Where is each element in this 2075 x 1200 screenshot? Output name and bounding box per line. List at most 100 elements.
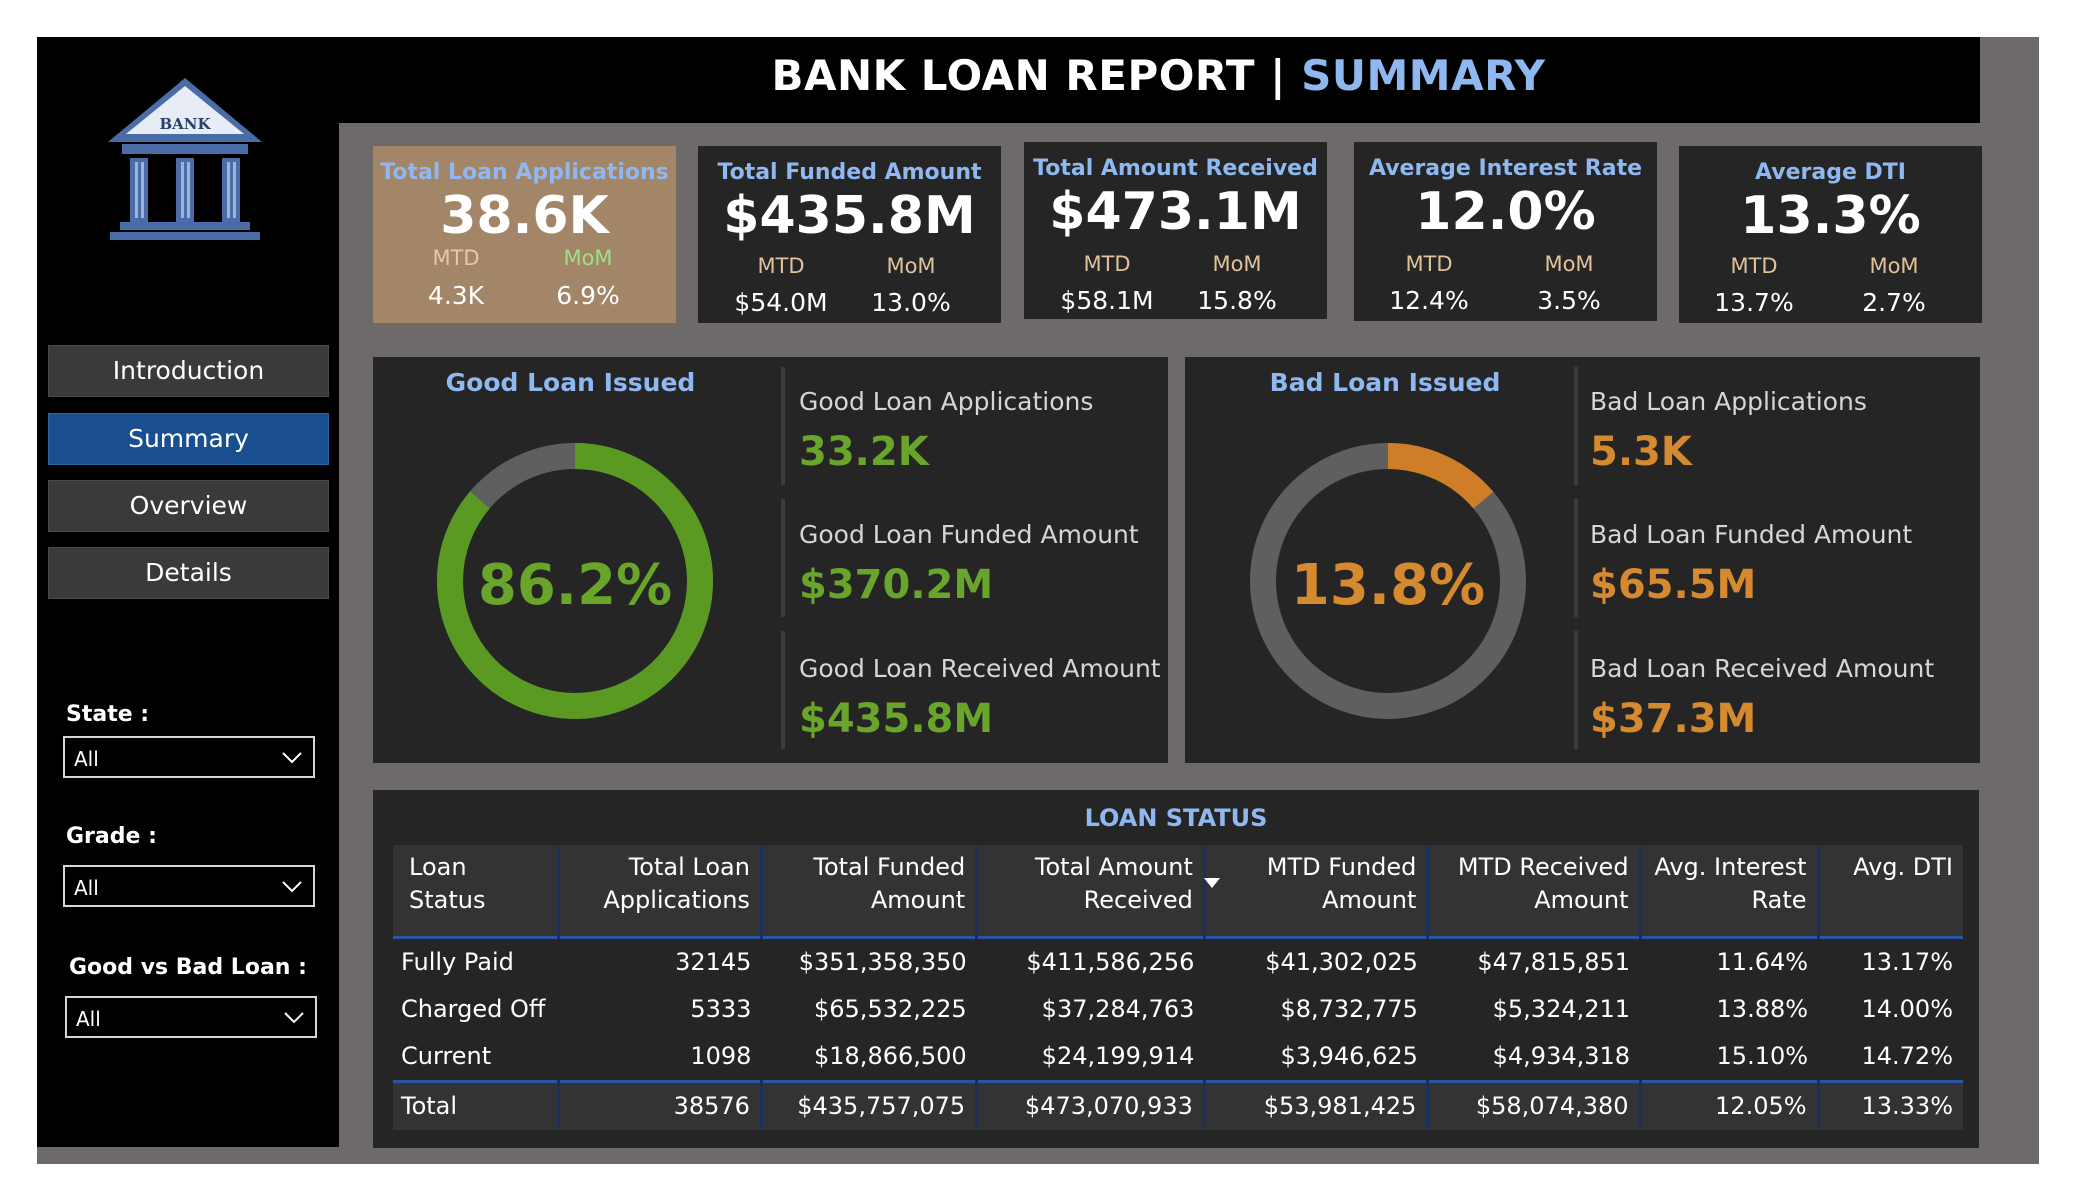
column-header-text: Amount	[1534, 886, 1629, 914]
cell-avg-dti: 13.17%	[1818, 935, 1963, 986]
kpi-total-amount-received: Total Amount Received $473.1M MTD MoM $5…	[1024, 142, 1327, 319]
good-loan-funded-label: Good Loan Funded Amount	[799, 520, 1139, 549]
good-loan-donut	[437, 443, 713, 719]
kpi-title: Total Loan Applications	[380, 160, 669, 185]
nav-introduction[interactable]: Introduction	[48, 345, 329, 397]
kpi-mtd-value: 12.4%	[1389, 286, 1469, 315]
grade-select[interactable]: All	[63, 865, 315, 907]
column-header-text: Loan Status	[409, 853, 486, 914]
cell-total-amount-received: $24,199,914	[1041, 1041, 1195, 1070]
cell-avg-interest-rate: 15.10%	[1716, 1041, 1809, 1070]
column-header-text: Total Loan	[628, 853, 750, 881]
good-loan-received-value: $435.8M	[799, 696, 994, 742]
column-header-text: Amount	[870, 886, 966, 914]
table-row[interactable]: Fully Paid 32145 $351,358,350 $411,586,256 $…	[393, 935, 1963, 986]
divider	[1574, 367, 1578, 485]
kpi-value: 38.6K	[440, 186, 609, 246]
column-header-text: Amount	[1322, 886, 1417, 914]
kpi-mtd-value: 13.7%	[1714, 288, 1794, 317]
cell-avg-dti: 14.72%	[1861, 1041, 1953, 1070]
good-loan-panel: Good Loan Issued 86.2% Good Loan Applica…	[373, 357, 1168, 763]
column-header-mtd-funded-amount[interactable]: MTD Funded Amount	[1204, 845, 1430, 937]
kpi-value: $435.8M	[723, 186, 976, 246]
kpi-mom-label: MoM	[563, 246, 613, 270]
column-header-mtd-received-amount[interactable]: MTD Received Amount	[1427, 845, 1642, 937]
cell-avg-interest-rate: 11.64%	[1640, 935, 1819, 986]
chevron-down-icon	[284, 1012, 304, 1024]
sort-descending-icon[interactable]	[1204, 878, 1220, 888]
kpi-title: Average DTI	[1755, 160, 1906, 185]
good-loan-donut-arc	[437, 443, 713, 719]
bad-loan-funded-label: Bad Loan Funded Amount	[1590, 520, 1913, 549]
column-header-text: Rate	[1751, 886, 1807, 914]
column-header-avg-dti[interactable]: Avg. DTI	[1818, 845, 1963, 937]
bad-loan-received-label: Bad Loan Received Amount	[1590, 654, 1935, 683]
total-total-loan-applications: 38576	[558, 1079, 763, 1130]
kpi-mom-label: MoM	[1869, 254, 1919, 278]
nav-details[interactable]: Details	[48, 547, 329, 599]
divider	[1574, 631, 1578, 749]
cell-avg-interest-rate: 13.88%	[1716, 994, 1809, 1023]
kpi-mtd-label: MTD	[1730, 254, 1778, 278]
bank-logo-text: BANK	[159, 115, 211, 133]
kpi-mtd-value: 4.3K	[427, 281, 485, 310]
column-header-text: Avg. Interest	[1654, 853, 1807, 881]
page-title-main: BANK LOAN REPORT |	[771, 51, 1302, 100]
kpi-title: Total Amount Received	[1033, 156, 1318, 181]
state-select-value: All	[74, 747, 99, 771]
table-row[interactable]: Current 1098 $18,866,500 $24,199,914 $3,946,…	[393, 1033, 1963, 1082]
cell-total-amount-received: $411,586,256	[976, 935, 1205, 986]
kpi-mom-label: MoM	[886, 254, 936, 278]
good-bad-select[interactable]: All	[65, 996, 317, 1038]
cell-mtd-received-amount: $47,815,851	[1427, 935, 1641, 986]
nav-summary[interactable]: Summary	[48, 413, 329, 465]
state-filter-label: State :	[66, 702, 150, 727]
table-row[interactable]: Charged Off 5333 $65,532,225 $37,284,763 $8,…	[393, 986, 1963, 1033]
table-total-row: Total 38576 $435,757,075 $473,070,933 $53,98…	[393, 1079, 1963, 1130]
total-mtd-received-amount: $58,074,380	[1427, 1079, 1642, 1130]
kpi-mtd-label: MTD	[1083, 252, 1131, 276]
cell-mtd-received-amount: $5,324,211	[1492, 994, 1631, 1023]
cell-loan-status: Fully Paid	[393, 935, 559, 986]
total-mtd-funded-amount: $53,981,425	[1204, 1079, 1430, 1130]
good-loan-received-label: Good Loan Received Amount	[799, 654, 1161, 683]
good-bad-select-value: All	[76, 1007, 101, 1031]
good-loan-applications-value: 33.2K	[799, 429, 929, 475]
loan-status-title: LOAN STATUS	[1084, 804, 1268, 832]
kpi-title: Average Interest Rate	[1368, 156, 1643, 181]
kpi-mtd-value: $58.1M	[1060, 286, 1154, 315]
good-loan-title: Good Loan Issued	[445, 368, 696, 397]
cell-total-loan-applications: 1098	[690, 1041, 752, 1070]
kpi-mtd-label: MTD	[432, 246, 480, 270]
column-header-loan-status[interactable]: Loan Status	[393, 845, 561, 937]
kpi-average-interest-rate: Average Interest Rate 12.0% MTD MoM 12.4…	[1354, 142, 1657, 321]
cell-total-funded-amount: $18,866,500	[814, 1041, 967, 1070]
nav-overview[interactable]: Overview	[48, 480, 329, 532]
bad-loan-donut-arc	[1250, 443, 1526, 719]
kpi-mom-value: 3.5%	[1537, 286, 1601, 315]
kpi-mom-value: 15.8%	[1197, 286, 1277, 315]
cell-mtd-received-amount: $4,934,318	[1492, 1041, 1631, 1070]
cell-total-loan-applications: 32145	[558, 935, 762, 986]
column-header-total-loan-applications[interactable]: Total Loan Applications	[558, 845, 763, 937]
total-total-amount-received: $473,070,933	[976, 1079, 1206, 1130]
bad-loan-received-value: $37.3M	[1590, 696, 1757, 742]
cell-loan-status: Charged Off	[401, 994, 546, 1023]
kpi-title: Total Funded Amount	[717, 160, 982, 185]
kpi-value: 12.0%	[1415, 182, 1596, 242]
column-header-total-amount-received[interactable]: Total Amount Received	[976, 845, 1206, 937]
grade-select-value: All	[74, 876, 99, 900]
table-header-row: Loan Status Total Loan Applications Total F…	[393, 845, 1963, 937]
total-loan-status: Total	[393, 1079, 561, 1130]
cell-loan-status: Current	[401, 1041, 492, 1070]
state-select[interactable]: All	[63, 736, 315, 778]
column-header-total-funded-amount[interactable]: Total Funded Amount	[761, 845, 979, 937]
divider	[781, 499, 785, 617]
kpi-average-dti: Average DTI 13.3% MTD MoM 13.7% 2.7%	[1679, 146, 1982, 323]
kpi-value: 13.3%	[1740, 186, 1921, 246]
bad-loan-percent: 13.8%	[1290, 553, 1486, 618]
column-header-avg-interest-rate[interactable]: Avg. Interest Rate	[1640, 845, 1820, 937]
divider	[781, 631, 785, 749]
kpi-mom-value: 2.7%	[1862, 288, 1926, 317]
chevron-down-icon	[282, 881, 302, 893]
